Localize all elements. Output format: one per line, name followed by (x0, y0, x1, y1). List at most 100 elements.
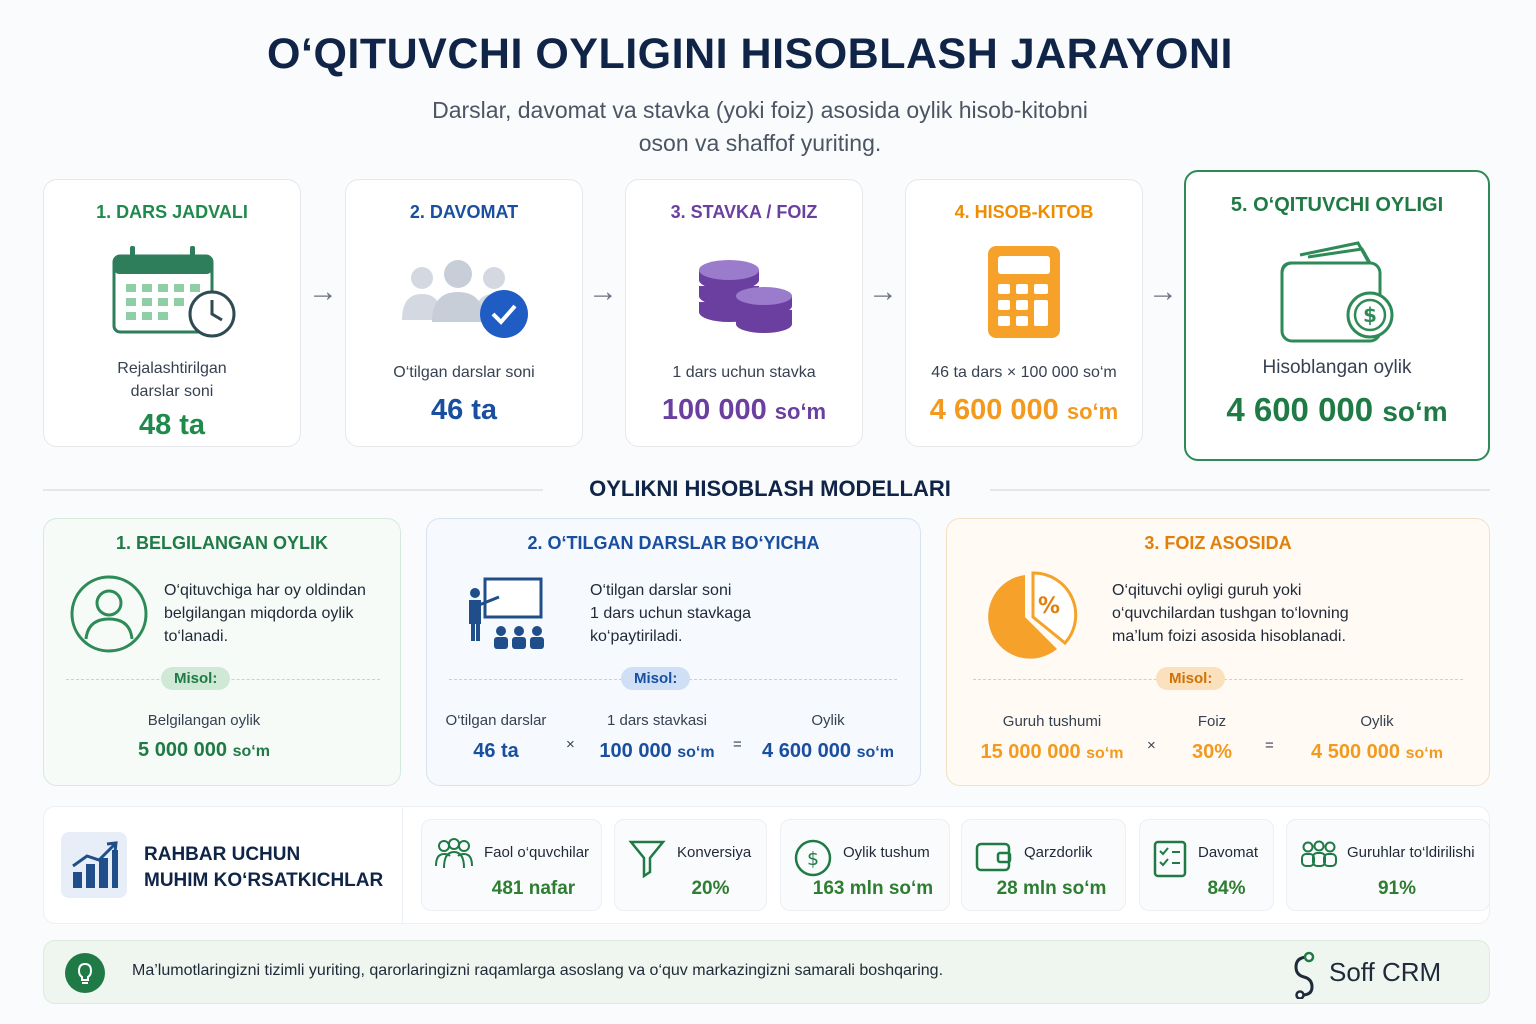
example-label: O‘tilgan darslar (445, 712, 547, 729)
example-pill: Misol: (161, 667, 231, 690)
svg-text:%: % (1038, 594, 1060, 619)
step-card-oqituvchi-oyligi: 5. O‘QITUVCHI OYLIGI $ Hisoblangan oylik… (1184, 170, 1490, 461)
groups-icon (1299, 838, 1339, 875)
example-value: 15 000 000 so‘m (980, 741, 1124, 763)
svg-text:$: $ (807, 848, 819, 870)
step-card-hisob-kitob: 4. HISOB-KITOB 46 ta dars × 100 000 so‘m… (905, 179, 1143, 447)
step-desc: Rejalashtirilgan darslar soni (117, 360, 227, 400)
kpi-label: Davomat (1198, 844, 1259, 861)
footer-text: Ma’lumotlaringizni tizimli yuriting, qar… (132, 962, 944, 979)
step-value: 46 ta (430, 394, 498, 426)
kpi-value: 163 mln so‘m (812, 878, 934, 899)
example-value: 4 500 000 so‘m (1311, 741, 1443, 763)
example-pill: Misol: (621, 667, 691, 690)
kpi-card-faol-oquvchilar: Faol o‘quvchilar 481 nafar (421, 819, 602, 911)
students-icon (434, 838, 474, 875)
step-value: 100 000 so‘m (661, 394, 827, 426)
step-title: 1. DARS JADVALI (96, 202, 248, 222)
divider (990, 489, 1490, 491)
equals-sign: = (733, 736, 742, 753)
kpi-label: Qarzdorlik (1024, 844, 1093, 861)
model-desc: O‘tilgan darslar soni 1 dars uchun stavka… (590, 582, 751, 645)
section-title: OYLIKNI HISOBLASH MODELLARI (589, 476, 951, 501)
divider (43, 489, 543, 491)
kpi-label: Guruhlar to‘ldirilishi (1347, 844, 1475, 861)
svg-text:$: $ (1363, 303, 1377, 327)
checklist-icon (1152, 838, 1188, 883)
wallet-money-icon: $ (1186, 239, 1488, 349)
kpi-card-oylik-tushum: $ Oylik tushum 163 mln so‘m (780, 819, 950, 911)
kpi-heading: RAHBAR UCHUN MUHIM KO‘RSATKICHLAR (144, 844, 384, 891)
users-check-icon (346, 239, 582, 349)
step-value: 48 ta (138, 409, 206, 441)
kpi-value: 28 mln so‘m (996, 878, 1107, 899)
step-desc: 1 dars uchun stavka (672, 364, 816, 381)
step-desc: 46 ta dars × 100 000 so‘m (931, 364, 1117, 381)
kpi-value: 20% (691, 878, 730, 899)
arrow-right-icon: → (308, 275, 338, 308)
kpi-card-qarzdorlik: Qarzdorlik 28 mln so‘m (961, 819, 1126, 911)
kpi-value: 91% (1377, 878, 1417, 899)
example-value: 4 600 000 so‘m (762, 740, 894, 762)
coins-icon (626, 239, 862, 349)
multiply-sign: × (566, 736, 575, 753)
bar-chart-icon (61, 832, 127, 898)
example-value: 5 000 000 so‘m (138, 739, 270, 761)
footer-banner: Ma’lumotlaringizni tizimli yuriting, qar… (43, 940, 1490, 1004)
model-title: 1. BELGILANGAN OYLIK (115, 533, 328, 553)
example-pill: Misol: (1156, 667, 1226, 690)
dollar-coin-icon: $ (793, 838, 833, 883)
model-card-belgilangan: 1. BELGILANGAN OYLIK O‘qituvchiga har oy… (43, 518, 401, 786)
model-title: 3. FOIZ ASOSIDA (1144, 533, 1292, 553)
step-card-davomat: 2. DAVOMAT O‘tilgan darslar soni 46 ta (345, 179, 583, 447)
step-desc: O‘tilgan darslar soni (393, 364, 535, 381)
arrow-right-icon: → (588, 275, 618, 308)
kpi-value: 84% (1207, 878, 1246, 899)
kpi-label: Konversiya (677, 844, 752, 861)
arrow-right-icon: → (868, 275, 898, 308)
kpi-card-guruhlar: Guruhlar to‘ldirilishi 91% (1286, 819, 1490, 911)
lightbulb-icon (65, 953, 105, 998)
example-value: 46 ta (473, 740, 519, 762)
user-circle-icon (68, 573, 150, 660)
example-value: 30% (1191, 741, 1233, 763)
equals-sign: = (1265, 737, 1274, 754)
percent-pie-icon: % (979, 569, 1079, 670)
example-label: Foiz (1197, 713, 1227, 730)
kpi-label: Faol o‘quvchilar (484, 844, 590, 861)
soff-crm-logo-icon (1284, 951, 1324, 1004)
step-value: 4 600 000 so‘m (1226, 391, 1448, 428)
step-desc: Hisoblangan oylik (1262, 357, 1412, 378)
step-title: 4. HISOB-KITOB (954, 202, 1094, 222)
calendar-clock-icon (44, 239, 300, 349)
step-card-dars-jadvali: 1. DARS JADVALI Rejalashtirilgan darslar… (43, 179, 301, 447)
step-card-stavka: 3. STAVKA / FOIZ 1 dars uchun stavka 100… (625, 179, 863, 447)
teacher-board-icon (465, 577, 547, 658)
calculator-icon (906, 239, 1142, 349)
multiply-sign: × (1147, 737, 1156, 754)
example-label: Oylik (1360, 713, 1394, 730)
step-value: 4 600 000 so‘m (929, 394, 1119, 426)
model-card-foiz: 3. FOIZ ASOSIDA % O‘qituvchi oyligi guru… (946, 518, 1490, 786)
page-title: O‘QITUVCHI OYLIGINI HISOBLASH JARAYONI (267, 30, 1233, 78)
page-subtitle: Darslar, davomat va stavka (yoki foiz) a… (432, 97, 1088, 156)
wallet-icon (974, 838, 1014, 879)
funnel-icon (627, 838, 667, 883)
step-title: 5. O‘QITUVCHI OYLIGI (1230, 194, 1444, 216)
kpi-value: 481 nafar (491, 878, 576, 899)
brand-name: Soff CRM (1329, 957, 1442, 987)
kpi-card-konversiya: Konversiya 20% (614, 819, 767, 911)
example-label: Guruh tushumi (1002, 713, 1102, 730)
model-desc: O‘qituvchi oyligi guruh yoki o‘quvchilard… (1112, 582, 1349, 645)
example-value: 100 000 so‘m (599, 740, 715, 762)
example-label: Belgilangan oylik (147, 712, 261, 729)
kpi-lead: RAHBAR UCHUN MUHIM KO‘RSATKICHLAR (43, 806, 403, 924)
example-label: Oylik (811, 712, 845, 729)
model-desc: O‘qituvchiga har oy oldindan belgilangan … (164, 582, 366, 645)
kpi-label: Oylik tushum (843, 844, 930, 861)
arrow-right-icon: → (1148, 275, 1178, 308)
model-title: 2. O‘TILGAN DARSLAR BO‘YICHA (527, 533, 820, 553)
kpi-card-davomat: Davomat 84% (1139, 819, 1274, 911)
model-card-otilgan-darslar: 2. O‘TILGAN DARSLAR BO‘YICHA O‘tilgan da… (426, 518, 921, 786)
step-title: 3. STAVKA / FOIZ (670, 202, 818, 222)
